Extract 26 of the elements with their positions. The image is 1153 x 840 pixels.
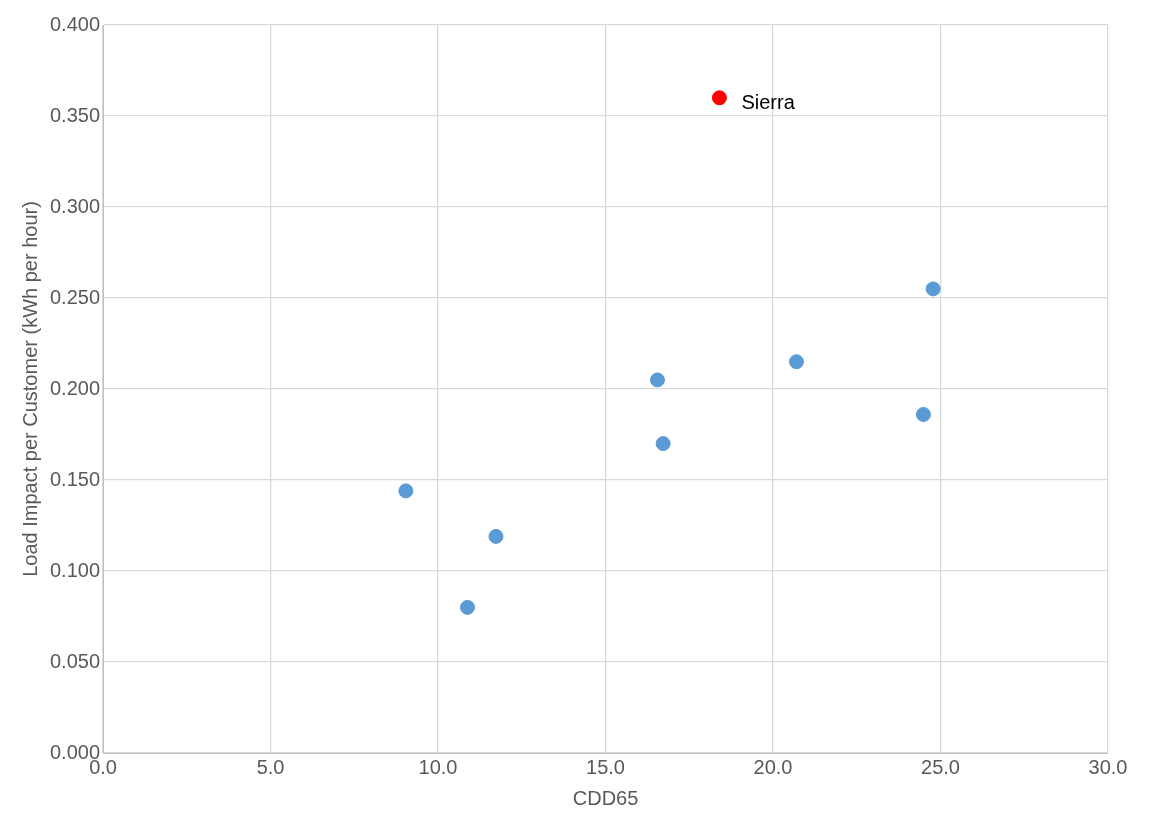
annotation: Sierra [741,91,796,114]
y-tick-label: 0.400 [49,12,101,35]
y-tick-label: 0.250 [49,285,101,308]
point [488,528,504,544]
point [711,90,727,106]
y-tick-label: 0.200 [49,376,101,399]
x-axis-title: CDD65 [572,786,639,809]
y-tick-label: 0.150 [49,467,101,490]
y-axis-title: Load Impact per Customer (kWh per hour) [18,201,41,577]
point [460,599,476,615]
y-tick-label: 0.350 [49,103,101,126]
point [398,483,414,499]
point [915,406,931,422]
x-tick-label: 20.0 [753,755,793,778]
point [655,436,671,452]
x-tick-label: 10.0 [418,755,458,778]
point [649,372,665,388]
x-tick-label: 25.0 [921,755,960,778]
x-tick-label: 5.0 [256,755,285,778]
y-tick-label: 0.050 [49,649,101,672]
x-tick-label: 15.0 [586,755,625,778]
point [788,354,804,370]
x-tick-label: 30.0 [1088,755,1128,778]
y-tick-label: 0.100 [49,558,101,581]
y-tick-label: 0.300 [49,194,101,217]
point [925,281,941,297]
